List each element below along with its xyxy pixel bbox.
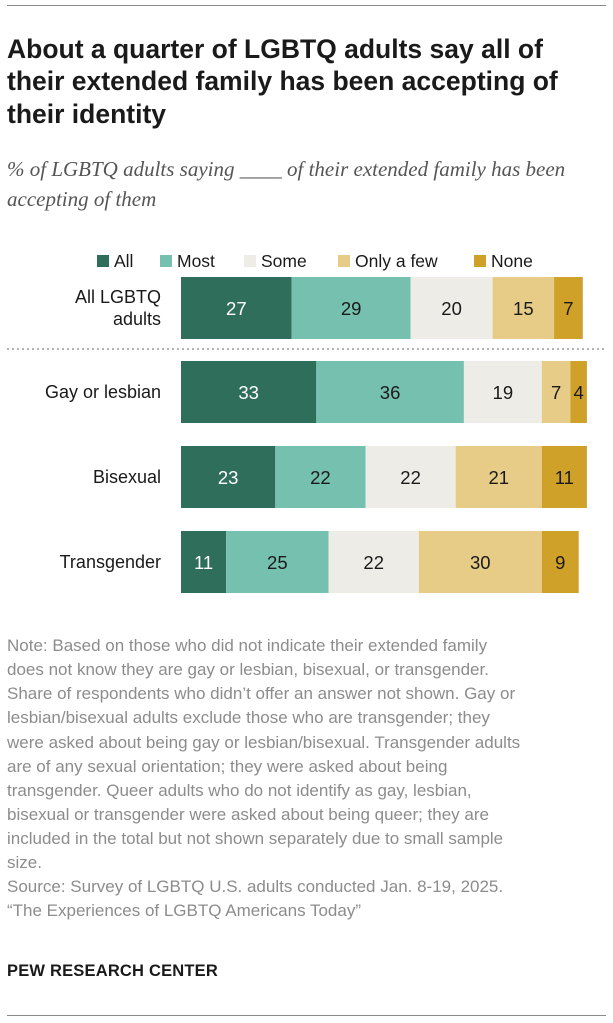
data-label: 33 [238,382,259,403]
data-label: 11 [194,552,213,573]
data-label: 11 [555,467,574,488]
data-label: 19 [493,382,514,403]
chart-subtitle: % of LGBTQ adults saying ____ of their e… [7,157,566,212]
category-label: adults [113,309,161,329]
data-label: 30 [470,552,491,573]
legend-swatch-most [160,255,172,267]
bar-segment-some [410,277,493,339]
bar-segment-all [181,446,276,508]
bar-segment-some [328,531,419,593]
category-label: All LGBTQ [75,287,161,307]
data-label: 23 [218,467,239,488]
bottom-rule [7,1015,606,1016]
bar-segment-only-a-few [455,446,542,508]
bar-segment-most [275,446,366,508]
data-label: 22 [363,552,384,573]
note-line: are of any sexual orientation; they were… [7,756,448,776]
legend-label: Most [177,251,215,271]
bar-row: Gay or lesbian 33 36 19 7 4 [45,361,587,423]
bar-segment-only-a-few [492,277,555,339]
bar-segment-most [226,531,329,593]
note-line: Note: Based on those who did not indicat… [7,636,488,655]
data-label: 29 [341,298,362,319]
category-label: Bisexual [93,467,161,487]
note-line: were asked about being gay or lesbian/bi… [7,732,521,752]
category-label: Gay or lesbian [45,382,161,402]
data-label: 7 [563,298,573,319]
legend-label: Some [261,251,307,271]
data-label: 20 [441,298,462,319]
data-label: 21 [488,467,509,488]
data-label: 25 [267,552,288,573]
note-line: does not know they are gay or lesbian, b… [7,660,489,680]
legend-label: None [491,251,533,271]
bar-segment-some [365,446,456,508]
top-rule [7,5,606,6]
data-label: 15 [513,298,534,319]
category-label: Transgender [60,552,161,572]
note-line: Share of respondents who didn’t offer an… [7,684,516,704]
chart-title: About a quarter of LGBTQ adults say all … [7,34,558,129]
bar-segment-none [541,446,587,508]
bar-segment-none [554,277,583,339]
note-line: “The Experiences of LGBTQ Americans Toda… [7,901,362,921]
legend-swatch-only-a-few [338,255,350,267]
data-label: 4 [574,382,584,403]
note-line: bisexual or transgender were asked about… [7,804,489,824]
note-line: lesbian/bisexual adults exclude those wh… [7,708,490,728]
note-line: included in the total but not shown sepa… [7,829,504,848]
bar-segment-none [570,361,587,423]
note-line: transgender. Queer adults who do not ide… [7,780,472,800]
legend-label: Only a few [355,251,438,271]
bar-segment-all [181,531,227,593]
pew-logo: PEW RESEARCH CENTER [7,962,218,980]
legend-swatch-all [97,255,109,267]
note-line: size. [7,853,42,873]
bar-segment-some [463,361,542,423]
bar-segment-none [541,531,579,593]
data-label: 36 [380,382,401,403]
bar-segment-all [181,361,317,423]
data-label: 22 [310,467,331,488]
data-label: 9 [555,552,565,573]
bar-row: Transgender 11 25 22 30 9 [60,531,579,593]
bar-segment-all [181,277,292,339]
legend-swatch-none [474,255,486,267]
bar-segment-most [316,361,464,423]
chart-legend: All Most Some Only a few None [97,251,533,271]
bar-segment-only-a-few [418,531,542,593]
legend-swatch-some [244,255,256,267]
bar-row: Bisexual 23 22 22 21 11 [93,446,587,508]
legend-label: All [114,251,133,271]
chart-note: Note: Based on those who did not indicat… [7,634,607,924]
data-label: 7 [551,382,561,403]
bar-segment-only-a-few [541,361,571,423]
bar-segment-most [291,277,411,339]
note-line: Source: Survey of LGBTQ U.S. adults cond… [7,877,504,897]
stacked-bar-chart: All Most Some Only a few None All LGBTQadult… [7,251,606,593]
data-label: 27 [226,298,247,319]
data-label: 22 [400,467,421,488]
